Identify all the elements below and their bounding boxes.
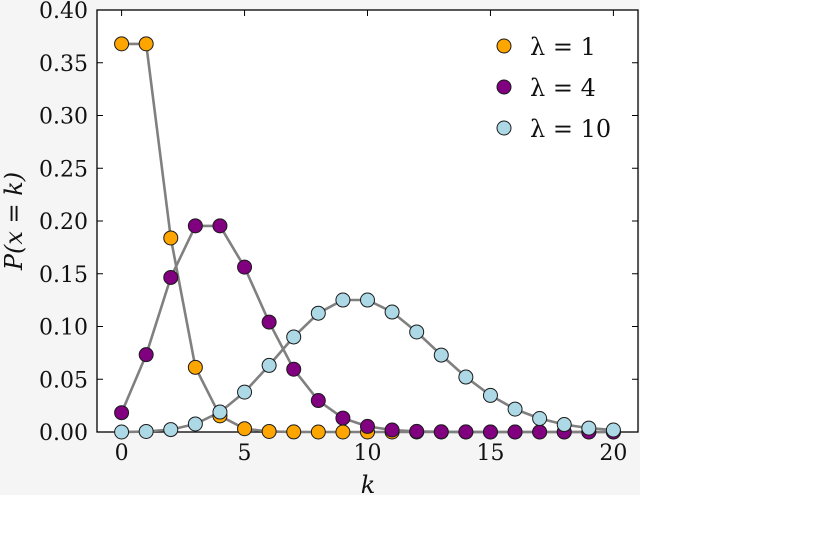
data-point-series-1	[360, 418, 375, 434]
y-tick-label: 0.05	[39, 368, 88, 393]
x-tick-label: 5	[238, 441, 252, 466]
data-point-series-2	[433, 347, 449, 363]
data-point-series-1	[482, 424, 498, 440]
data-point-series-2	[507, 401, 523, 417]
legend-marker-2	[496, 120, 512, 136]
data-point-series-2	[581, 420, 597, 436]
y-tick-label: 0.30	[39, 105, 88, 130]
axis-tick-labels: 0 5 10 15 20 0.00 0.05 0.10 0.15 0.20 0.25 0.30 0.35…	[39, 0, 627, 466]
data-point-series-1	[335, 410, 351, 426]
data-point-series-1	[212, 218, 228, 234]
data-point-series-2	[187, 416, 203, 432]
y-tick-label: 0.10	[39, 316, 88, 341]
data-point-series-0	[261, 423, 277, 439]
data-point-series-2	[286, 329, 302, 345]
x-tick-label: 20	[599, 441, 627, 466]
data-point-series-0	[187, 359, 203, 375]
y-tick-label: 0.15	[39, 263, 88, 288]
y-tick-label: 0.00	[39, 421, 88, 446]
data-point-series-2	[310, 305, 326, 321]
plot-area	[96, 9, 639, 433]
data-point-series-2	[237, 384, 253, 400]
data-point-series-2	[261, 357, 277, 373]
data-point-series-2	[114, 424, 130, 440]
x-tick-label: 0	[115, 441, 129, 466]
data-point-series-2	[556, 417, 572, 433]
data-point-series-2	[605, 422, 621, 438]
data-point-series-2	[163, 422, 179, 438]
data-point-series-2	[360, 292, 375, 308]
legend-marker-0	[496, 38, 512, 54]
y-tick-label: 0.40	[39, 0, 88, 24]
data-point-series-0	[286, 424, 302, 440]
data-point-series-1	[261, 314, 277, 330]
data-point-series-1	[384, 422, 400, 438]
data-point-series-0	[163, 230, 179, 246]
data-point-series-1	[507, 424, 523, 440]
data-point-series-1	[458, 424, 474, 440]
data-point-series-2	[532, 410, 548, 426]
data-point-series-2	[138, 423, 154, 439]
data-point-series-1	[433, 424, 449, 440]
data-point-series-1	[163, 269, 179, 285]
legend-label-0: λ = 1	[530, 33, 596, 61]
data-point-series-1	[409, 423, 425, 439]
data-point-series-2	[458, 369, 474, 385]
data-point-series-1	[310, 393, 326, 409]
y-tick-label: 0.25	[39, 157, 88, 182]
x-axis-label: k	[361, 471, 376, 499]
data-point-series-2	[409, 324, 425, 340]
y-axis-label: P(x = k)	[0, 172, 28, 271]
data-point-series-0	[138, 36, 154, 52]
data-point-series-2	[384, 304, 400, 320]
data-point-series-1	[138, 347, 154, 363]
data-point-series-2	[335, 292, 351, 308]
data-point-series-1	[114, 405, 130, 421]
data-point-series-1	[286, 361, 302, 377]
data-point-series-1	[237, 259, 253, 275]
data-point-series-0	[310, 424, 326, 440]
legend-label-2: λ = 10	[530, 115, 611, 143]
legend-marker-1	[496, 79, 512, 95]
legend: λ = 1 λ = 4 λ = 10	[496, 33, 611, 143]
series-markers	[114, 36, 621, 440]
x-tick-label: 15	[476, 441, 504, 466]
y-tick-label: 0.20	[39, 210, 88, 235]
x-tick-label: 10	[354, 441, 382, 466]
data-point-series-2	[212, 404, 228, 420]
data-point-series-1	[532, 424, 548, 440]
legend-label-1: λ = 4	[530, 74, 596, 102]
data-point-series-1	[187, 218, 203, 234]
data-point-series-2	[482, 387, 498, 403]
data-point-series-0	[335, 424, 351, 440]
y-tick-label: 0.35	[39, 52, 88, 77]
data-point-series-0	[114, 36, 130, 52]
data-point-series-0	[237, 421, 253, 437]
